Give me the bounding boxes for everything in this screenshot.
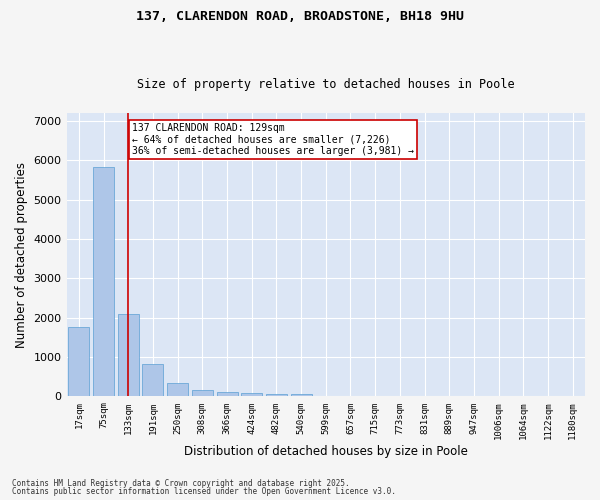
Y-axis label: Number of detached properties: Number of detached properties	[15, 162, 28, 348]
X-axis label: Distribution of detached houses by size in Poole: Distribution of detached houses by size …	[184, 444, 468, 458]
Text: Contains HM Land Registry data © Crown copyright and database right 2025.: Contains HM Land Registry data © Crown c…	[12, 478, 350, 488]
Text: 137 CLARENDON ROAD: 129sqm
← 64% of detached houses are smaller (7,226)
36% of s: 137 CLARENDON ROAD: 129sqm ← 64% of deta…	[132, 123, 414, 156]
Text: 137, CLARENDON ROAD, BROADSTONE, BH18 9HU: 137, CLARENDON ROAD, BROADSTONE, BH18 9H…	[136, 10, 464, 23]
Bar	[290, 394, 311, 396]
Bar	[266, 394, 287, 396]
Bar	[142, 364, 163, 396]
Bar	[93, 167, 114, 396]
Bar	[192, 390, 213, 396]
Text: Contains public sector information licensed under the Open Government Licence v3: Contains public sector information licen…	[12, 487, 396, 496]
Bar	[167, 383, 188, 396]
Bar	[217, 392, 238, 396]
Bar	[241, 393, 262, 396]
Title: Size of property relative to detached houses in Poole: Size of property relative to detached ho…	[137, 78, 515, 91]
Bar	[118, 314, 139, 396]
Bar	[68, 327, 89, 396]
